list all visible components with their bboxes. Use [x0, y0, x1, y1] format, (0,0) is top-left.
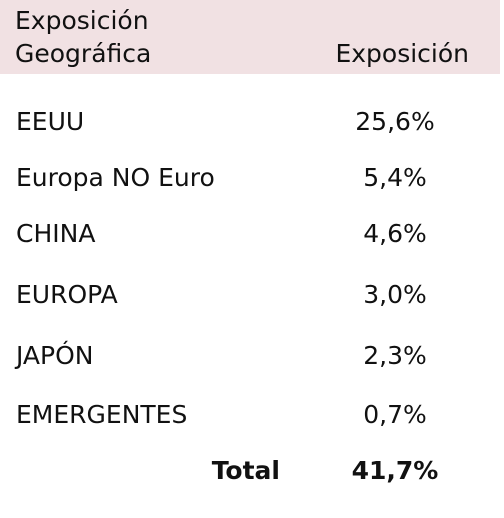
category-header-line-2: Geográfica: [15, 39, 152, 68]
row-value: 4,6%: [363, 219, 427, 248]
table-row-total: Total 41,7%: [0, 453, 504, 489]
table-row-eeuu: EEUU 25,6%: [0, 104, 504, 140]
table-row-europa: EUROPA 3,0%: [0, 277, 504, 313]
row-value: 25,6%: [355, 107, 435, 136]
category-column-header: Exposición Geográfica: [15, 4, 151, 70]
table-row-europa-no-euro: Europa NO Euro 5,4%: [0, 160, 504, 196]
total-value: 41,7%: [351, 456, 439, 485]
row-value: 0,7%: [363, 400, 427, 429]
exposure-column-header: Exposición: [335, 39, 469, 68]
row-value: 3,0%: [363, 280, 427, 309]
row-value: 5,4%: [363, 163, 427, 192]
row-label: CHINA: [16, 219, 96, 248]
category-header-line-1: Exposición: [15, 6, 149, 35]
row-label: EMERGENTES: [16, 400, 188, 429]
row-label: EEUU: [16, 107, 85, 136]
table-row-china: CHINA 4,6%: [0, 216, 504, 252]
row-label: JAPÓN: [16, 341, 94, 370]
table-header: Exposición Geográfica Exposición: [0, 0, 500, 74]
row-value: 2,3%: [363, 341, 427, 370]
row-label: Europa NO Euro: [16, 163, 215, 192]
table-row-emergentes: EMERGENTES 0,7%: [0, 397, 504, 433]
total-label: Total: [211, 456, 280, 485]
table-row-japon: JAPÓN 2,3%: [0, 338, 504, 374]
row-label: EUROPA: [16, 280, 118, 309]
